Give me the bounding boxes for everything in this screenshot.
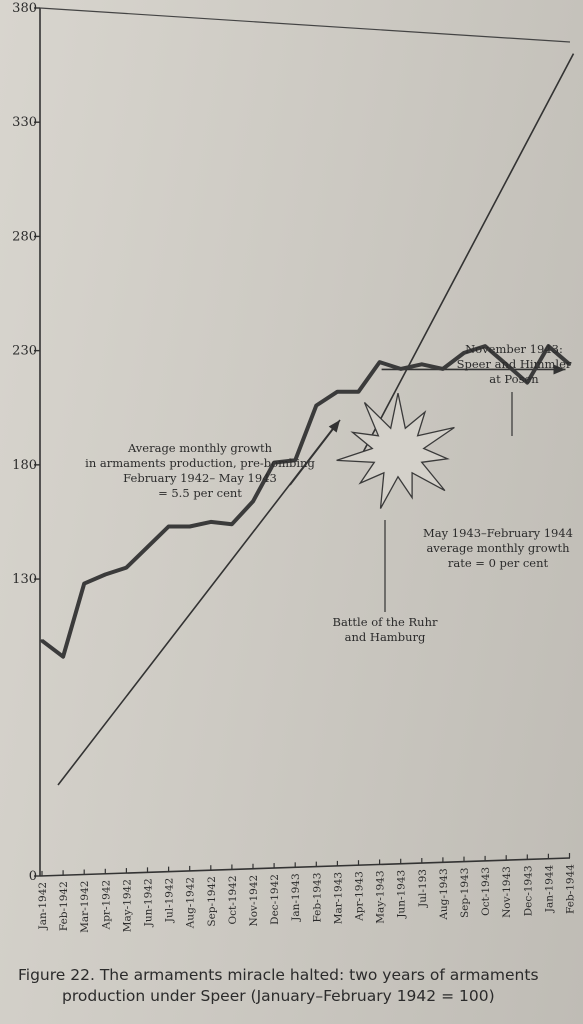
x-tick-label: Mar-1942 <box>79 880 91 932</box>
y-tick-label: 180 <box>12 458 37 473</box>
posen-annotation-line: Speer and Himmler <box>457 357 572 371</box>
x-tick-label: Dec-1943 <box>522 865 534 916</box>
caption-line-1: Figure 22. The armaments miracle halted:… <box>18 966 539 984</box>
x-tick-label: Aug-1942 <box>185 877 197 929</box>
x-tick-label: Sep-1942 <box>206 876 218 926</box>
posen-annotation-line: at Posen <box>489 372 539 386</box>
series-point <box>188 525 192 529</box>
series-point <box>230 522 234 526</box>
x-tick-label: Nov-1943 <box>501 866 513 918</box>
burst-shape <box>336 392 455 509</box>
y-tick-label: 0 <box>29 869 37 884</box>
series-point <box>124 566 128 570</box>
y-tick-label: 130 <box>12 572 37 587</box>
top-border <box>39 7 571 43</box>
figure-caption: Figure 22. The armaments miracle halted:… <box>18 965 578 1007</box>
x-tick-label: Nov-1942 <box>248 875 260 927</box>
series-point <box>61 655 65 659</box>
series-point <box>546 344 550 348</box>
annotations: Average monthly growth in armaments produ… <box>85 342 573 644</box>
x-axis <box>39 857 571 877</box>
series-point <box>251 499 255 503</box>
growth-annotation: Average monthly growth in armaments produ… <box>85 441 315 500</box>
series-point <box>82 582 86 586</box>
posen-annotation: November 1943: Speer and Himmler at Posen <box>457 342 572 386</box>
trend-lines <box>57 53 575 786</box>
series-point <box>504 362 508 366</box>
zero-growth-annotation: May 1943–February 1944 average monthly gr… <box>423 526 573 570</box>
y-tick-label: 230 <box>12 344 37 359</box>
ruhr-annotation-line: and Hamburg <box>345 630 426 644</box>
growth-annotation-line: = 5.5 per cent <box>158 486 242 500</box>
y-tick-label: 380 <box>12 1 37 16</box>
x-tick-label: Sep-1943 <box>459 868 471 918</box>
x-tick-label: Jul-1942 <box>164 878 176 924</box>
growth-arrow <box>289 419 341 486</box>
zero-growth-annotation-line: May 1943–February 1944 <box>423 526 573 540</box>
x-tick-label: Aug-1943 <box>438 868 450 920</box>
series-point <box>293 458 297 462</box>
series-point <box>103 572 107 576</box>
series-point <box>420 362 424 366</box>
series-point <box>525 381 529 385</box>
armaments-chart: 0 130 180 230 280 330 380 Jan-1942 Feb-1942 Mar-… <box>12 1 577 933</box>
series-point <box>568 362 571 366</box>
series-point <box>167 525 171 529</box>
caption-line-2: production under Speer (January–February… <box>62 987 495 1005</box>
series-point <box>335 390 339 394</box>
x-tick-label: Dec-1942 <box>269 874 281 925</box>
growth-annotation-line: February 1942– May 1943 <box>123 471 277 485</box>
series-point <box>441 367 445 371</box>
zero-growth-arrow-arrowhead <box>553 364 566 375</box>
x-tick-label: Oct-1942 <box>227 875 239 924</box>
series-group <box>40 344 571 659</box>
x-tick-label: Jul-193 <box>417 869 429 908</box>
series-point <box>272 461 276 465</box>
x-tick-label: Jan-1942 <box>37 882 49 931</box>
battle-burst <box>336 392 513 612</box>
zero-growth-annotation-line: rate = 0 per cent <box>448 556 549 570</box>
y-ticks: 0 130 180 230 280 330 380 <box>12 1 40 884</box>
posen-annotation-line: November 1943: <box>465 342 563 356</box>
x-tick-label: Oct-1943 <box>480 867 492 916</box>
growth-trend-line <box>359 53 575 459</box>
series-point <box>209 520 213 524</box>
x-tick-label: May-1943 <box>375 870 387 923</box>
x-tick-label: Jun-1943 <box>396 870 408 919</box>
y-tick-label: 280 <box>12 229 37 244</box>
x-tick-label: Mar-1943 <box>332 872 344 924</box>
ruhr-annotation: Battle of the Ruhr and Hamburg <box>333 615 438 644</box>
series-point <box>483 344 487 348</box>
x-tick-label: Feb-1944 <box>565 864 577 914</box>
series-point <box>314 403 318 407</box>
x-tick-label: Jun-1942 <box>143 878 155 927</box>
x-tick-label: May-1942 <box>121 879 133 932</box>
series-point <box>40 639 44 643</box>
zero-growth-annotation-line: average monthly growth <box>426 541 570 555</box>
production-series-line <box>40 344 571 659</box>
growth-annotation-line: in armaments production, pre-bombing <box>85 456 315 470</box>
x-tick-label: Jan-1943 <box>290 873 302 922</box>
x-ticks: Jan-1942 Feb-1942 Mar-1942 Apr-1942 May-1942… <box>37 853 577 933</box>
growth-annotation-line: Average monthly growth <box>127 441 273 455</box>
x-tick-label: Apr-1942 <box>100 880 112 931</box>
series-point <box>146 545 149 549</box>
ruhr-annotation-line: Battle of the Ruhr <box>333 615 438 629</box>
series-point <box>378 360 382 364</box>
axes <box>39 7 571 877</box>
series-point <box>399 367 403 371</box>
x-tick-label: Apr-1943 <box>354 871 366 922</box>
x-tick-label: Jan-1944 <box>543 864 555 913</box>
y-tick-label: 330 <box>12 115 37 130</box>
series-point <box>357 390 360 394</box>
x-tick-label: Feb-1942 <box>58 881 70 931</box>
x-tick-label: Feb-1943 <box>311 873 323 923</box>
series-point <box>462 351 466 355</box>
growth-arrow-arrowhead <box>328 420 340 433</box>
